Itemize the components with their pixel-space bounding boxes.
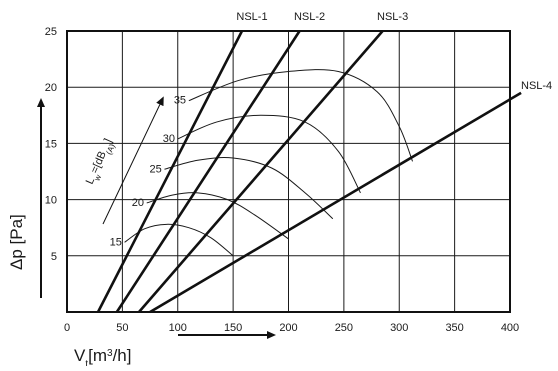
x-tick-label: 150 [224, 322, 242, 334]
y-tick-label: 10 [45, 195, 57, 207]
series-label: NSL-4 [521, 80, 552, 92]
noise-curve-label: 30 [163, 133, 175, 145]
series-line-nsl-3 [138, 30, 384, 313]
y-axis-title: Δp [Pa] [7, 214, 26, 270]
curve-labels: 15 20 25 30 35 NSL-1 NSL-2 NSL-3 NSL-4 [110, 11, 553, 248]
series-label: NSL-1 [236, 11, 267, 23]
x-tick-label: 100 [169, 322, 187, 334]
noise-curve-15 [124, 223, 234, 257]
noise-curve-35 [188, 69, 414, 162]
x-axis-title: Vt[m3/h] [74, 346, 131, 366]
noise-curve-label: 35 [174, 95, 186, 107]
series-line-nsl-4 [149, 91, 522, 314]
series-line-nsl-2 [115, 30, 301, 313]
y-tick-label: 25 [45, 26, 57, 38]
x-tick-label: 300 [390, 322, 408, 334]
noise-curve-label: 20 [132, 197, 144, 209]
y-tick-label: 15 [45, 138, 57, 150]
plot-frame [66, 30, 511, 313]
x-tick-label: 200 [279, 322, 297, 334]
series-label: NSL-3 [377, 11, 408, 23]
tick-labels: 0 50 100 150 200 250 300 350 400 5 10 15 20 25 [45, 26, 519, 334]
noise-curve-label: 25 [149, 163, 161, 175]
noise-curves [124, 69, 414, 257]
x-tick-label: 50 [116, 322, 128, 334]
series-line-nsl-1 [96, 30, 244, 313]
noise-arrow [102, 96, 164, 225]
nsl-lines [96, 30, 522, 314]
y-tick-label: 5 [51, 251, 57, 263]
x-tick-label: 400 [501, 322, 519, 334]
y-tick-label: 20 [45, 82, 57, 94]
x-tick-label: 0 [64, 322, 70, 334]
noise-curve-20 [146, 192, 289, 240]
noise-curve-label: 15 [110, 236, 122, 248]
series-label: NSL-2 [294, 11, 325, 23]
noise-curve-25 [164, 157, 334, 220]
x-tick-label: 350 [445, 322, 463, 334]
x-tick-label: 250 [335, 322, 353, 334]
noise-curve-30 [177, 114, 361, 194]
